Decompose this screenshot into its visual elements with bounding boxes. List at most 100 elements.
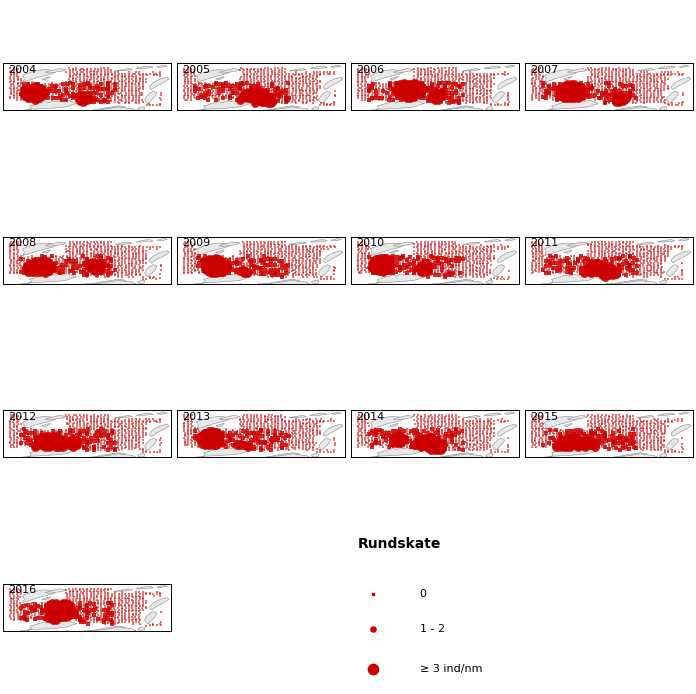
Point bbox=[134, 434, 145, 446]
Point bbox=[658, 68, 670, 79]
Point bbox=[419, 261, 430, 272]
Point bbox=[269, 257, 280, 269]
Point bbox=[252, 431, 263, 442]
Point bbox=[95, 63, 106, 74]
Point bbox=[95, 584, 106, 595]
Polygon shape bbox=[414, 279, 473, 287]
Point bbox=[123, 269, 134, 280]
Point bbox=[482, 415, 493, 426]
Point bbox=[429, 438, 441, 449]
Point bbox=[100, 91, 111, 102]
Point bbox=[659, 94, 670, 105]
Point bbox=[113, 244, 124, 255]
Point bbox=[51, 266, 62, 278]
Point bbox=[262, 245, 274, 256]
Point bbox=[5, 256, 16, 267]
Point bbox=[269, 418, 280, 430]
Point bbox=[221, 91, 232, 102]
Point bbox=[102, 425, 113, 437]
Point bbox=[363, 87, 374, 99]
Point bbox=[5, 438, 16, 449]
Point bbox=[116, 421, 127, 432]
Point bbox=[624, 63, 635, 74]
Point bbox=[189, 68, 200, 79]
Point bbox=[384, 90, 395, 101]
Point bbox=[301, 74, 312, 85]
Point bbox=[557, 90, 569, 101]
Point bbox=[360, 266, 371, 278]
Point bbox=[467, 415, 478, 426]
Point bbox=[638, 244, 649, 255]
Point bbox=[624, 430, 635, 441]
Point bbox=[485, 81, 496, 92]
Point bbox=[81, 414, 92, 425]
Polygon shape bbox=[196, 416, 230, 430]
Point bbox=[252, 266, 263, 277]
Point bbox=[381, 251, 392, 262]
Point bbox=[363, 252, 374, 263]
Point bbox=[54, 601, 65, 612]
Point bbox=[22, 601, 33, 612]
Point bbox=[99, 589, 110, 600]
Point bbox=[436, 238, 448, 249]
Point bbox=[82, 65, 93, 76]
Point bbox=[290, 441, 301, 452]
Point bbox=[123, 420, 134, 431]
Point bbox=[298, 71, 309, 83]
Point bbox=[416, 84, 427, 95]
Point bbox=[548, 259, 559, 270]
Point bbox=[78, 77, 89, 88]
Point bbox=[276, 429, 287, 440]
Point bbox=[253, 70, 264, 81]
Point bbox=[193, 430, 205, 441]
Point bbox=[370, 257, 381, 269]
Point bbox=[92, 261, 103, 272]
Point bbox=[102, 412, 113, 423]
Point bbox=[186, 434, 197, 446]
Point bbox=[15, 255, 26, 266]
Point bbox=[443, 72, 454, 83]
Point bbox=[116, 439, 127, 450]
Point bbox=[436, 96, 448, 108]
Point bbox=[189, 257, 200, 268]
Point bbox=[86, 602, 97, 613]
Point bbox=[367, 428, 378, 439]
Point bbox=[252, 238, 263, 249]
Point bbox=[89, 428, 100, 439]
Point bbox=[527, 77, 538, 88]
Point bbox=[106, 425, 117, 437]
Point bbox=[123, 84, 134, 95]
Polygon shape bbox=[289, 416, 306, 418]
Polygon shape bbox=[382, 263, 383, 264]
Point bbox=[237, 421, 248, 432]
Point bbox=[663, 244, 674, 255]
Point bbox=[322, 98, 333, 109]
Point bbox=[54, 599, 65, 610]
Point bbox=[29, 434, 40, 446]
Point bbox=[617, 439, 628, 450]
Point bbox=[262, 82, 274, 93]
Point bbox=[43, 266, 54, 277]
Point bbox=[585, 92, 596, 103]
Point bbox=[5, 254, 16, 265]
Point bbox=[482, 247, 493, 258]
Point bbox=[541, 253, 552, 264]
Point bbox=[526, 94, 537, 105]
Point bbox=[450, 98, 461, 109]
Point bbox=[92, 86, 103, 97]
Point bbox=[380, 83, 391, 94]
Point bbox=[544, 91, 555, 102]
Point bbox=[293, 270, 304, 281]
Point bbox=[651, 93, 663, 104]
Point bbox=[29, 606, 40, 617]
Point bbox=[207, 428, 218, 439]
Point bbox=[464, 445, 475, 456]
Point bbox=[262, 254, 274, 265]
Point bbox=[586, 240, 597, 251]
Point bbox=[615, 415, 626, 426]
Point bbox=[603, 71, 615, 83]
Point bbox=[82, 264, 93, 275]
Point bbox=[255, 87, 267, 99]
Point bbox=[11, 595, 22, 607]
Point bbox=[297, 266, 308, 278]
